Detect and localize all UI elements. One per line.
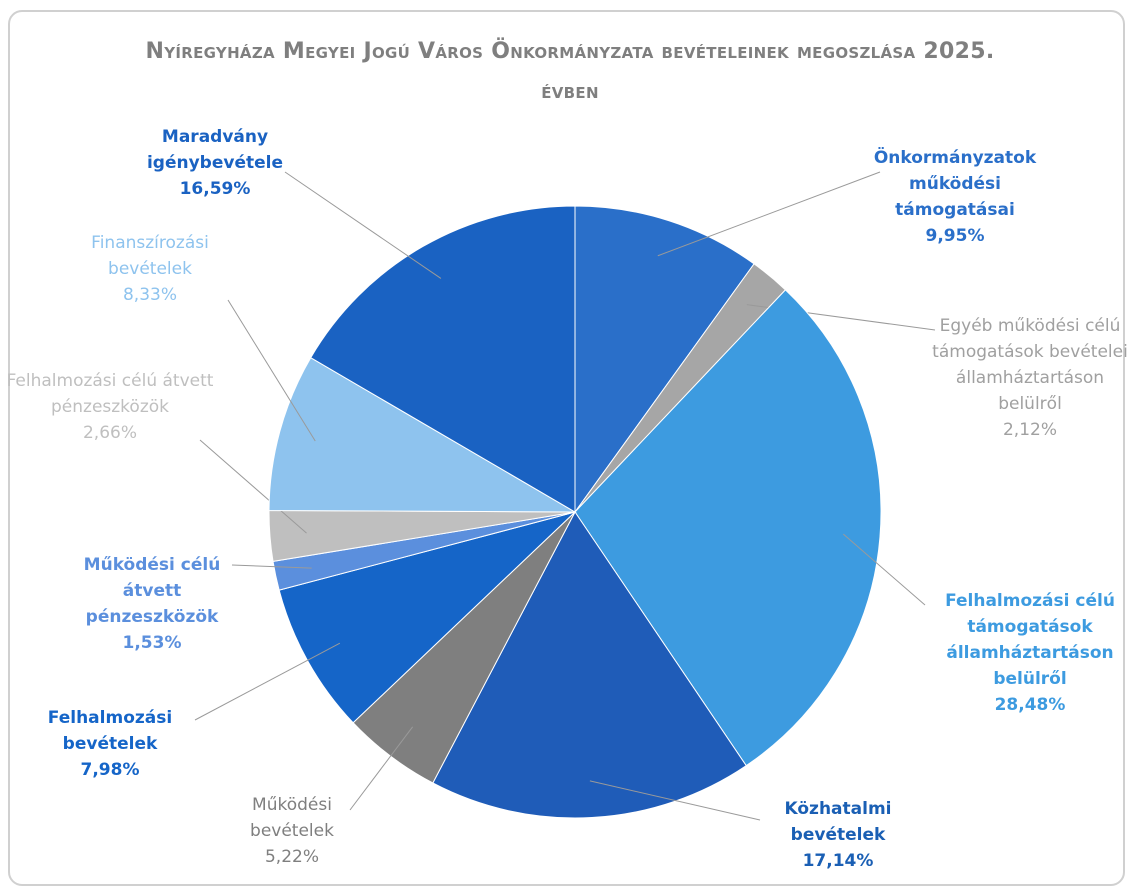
value-label: 9,95% bbox=[925, 226, 985, 246]
value-label: 2,66% bbox=[82, 423, 137, 443]
value-label: 7,98% bbox=[80, 760, 140, 780]
data-label: Felhalmozási bevételek 7,98% bbox=[25, 705, 195, 783]
category-label: Felhalmozási célú átvett pénzeszközök bbox=[6, 371, 214, 417]
category-label: Működési bevételek bbox=[250, 795, 334, 841]
pie-slice bbox=[574, 205, 755, 514]
leader-line bbox=[349, 726, 414, 811]
data-label: Felhalmozási célú átvett pénzeszközök 2,6… bbox=[5, 368, 215, 446]
value-label: 5,22% bbox=[264, 847, 319, 867]
value-label: 28,48% bbox=[994, 695, 1066, 715]
category-label: Közhatalmi bevételek bbox=[784, 799, 892, 845]
pie-slice bbox=[278, 511, 576, 724]
category-label: Önkormányzatok működési támogatásai bbox=[873, 148, 1037, 220]
leader-line bbox=[589, 780, 761, 821]
value-label: 2,12% bbox=[1002, 420, 1057, 440]
category-label: Felhalmozási célú támogatások államházta… bbox=[945, 591, 1115, 689]
data-label: Működési bevételek 5,22% bbox=[227, 792, 357, 870]
value-label: 1,53% bbox=[122, 633, 182, 653]
leader-line bbox=[227, 299, 316, 442]
chart-frame bbox=[8, 10, 1125, 886]
leader-line bbox=[843, 533, 926, 606]
leader-line bbox=[284, 171, 442, 279]
leader-line bbox=[231, 564, 312, 569]
leader-line bbox=[199, 439, 307, 534]
data-label: Egyéb működési célú támogatások bevétele… bbox=[930, 313, 1130, 443]
value-label: 8,33% bbox=[122, 285, 177, 305]
value-label: 17,14% bbox=[802, 851, 874, 871]
category-label: Finanszírozási bevételek bbox=[91, 233, 209, 279]
data-label: Működési célú átvett pénzeszközök 1,53% bbox=[67, 552, 237, 656]
pie-slice bbox=[574, 289, 882, 767]
data-label: Felhalmozási célú támogatások államházta… bbox=[925, 588, 1135, 718]
data-label: Közhatalmi bevételek 17,14% bbox=[758, 796, 918, 874]
data-label: Finanszírozási bevételek 8,33% bbox=[65, 230, 235, 308]
pie-slice bbox=[268, 357, 577, 513]
category-label: Felhalmozási bevételek bbox=[47, 708, 173, 754]
category-label: Működési célú átvett pénzeszközök bbox=[83, 555, 221, 627]
data-label: Maradvány igénybevétele 16,59% bbox=[130, 124, 300, 202]
category-label: Maradvány igénybevétele bbox=[146, 127, 284, 173]
leader-line bbox=[657, 171, 881, 257]
pie-slice bbox=[432, 511, 747, 819]
chart-title: Nyíregyháza Megyei Jogú Város Önkormányz… bbox=[145, 39, 995, 104]
value-label: 16,59% bbox=[179, 179, 251, 199]
pie-slice bbox=[310, 205, 576, 513]
data-label: Önkormányzatok működési támogatásai 9,95% bbox=[860, 145, 1050, 249]
category-label: Egyéb működési célú támogatások bevétele… bbox=[932, 316, 1128, 414]
leader-line bbox=[194, 642, 341, 721]
